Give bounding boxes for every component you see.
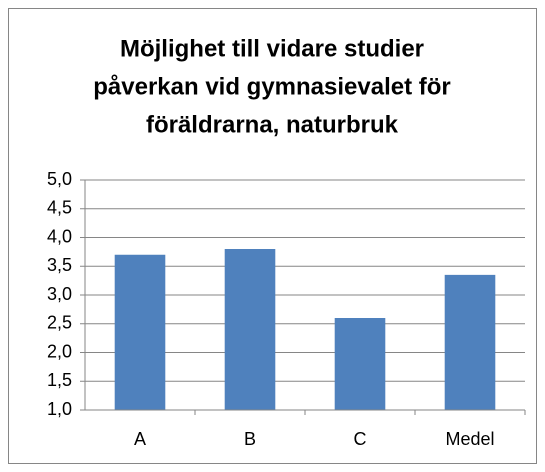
- x-tick-label: Medel: [445, 429, 494, 449]
- bar: [334, 318, 386, 410]
- y-tick-label: 2,5: [47, 313, 72, 333]
- y-tick-label: 1,5: [47, 370, 72, 390]
- bar: [444, 274, 496, 410]
- y-tick-label: 3,0: [47, 284, 72, 304]
- y-tick-label: 2,0: [47, 341, 72, 361]
- y-tick-label: 1,0: [47, 399, 72, 419]
- y-tick-label: 3,5: [47, 255, 72, 275]
- y-tick-label: 4,5: [47, 198, 72, 218]
- x-tick-label: C: [354, 429, 367, 449]
- y-tick-label: 4,0: [47, 226, 72, 246]
- chart-title: påverkan vid gymnasievalet för: [93, 73, 451, 100]
- x-tick-label: A: [134, 429, 146, 449]
- bar: [224, 249, 276, 410]
- chart-title: föräldrarna, naturbruk: [146, 111, 399, 138]
- y-tick-label: 5,0: [47, 169, 72, 189]
- bar: [114, 254, 166, 410]
- x-tick-label: B: [244, 429, 256, 449]
- chart-title: Möjlighet till vidare studier: [120, 35, 424, 62]
